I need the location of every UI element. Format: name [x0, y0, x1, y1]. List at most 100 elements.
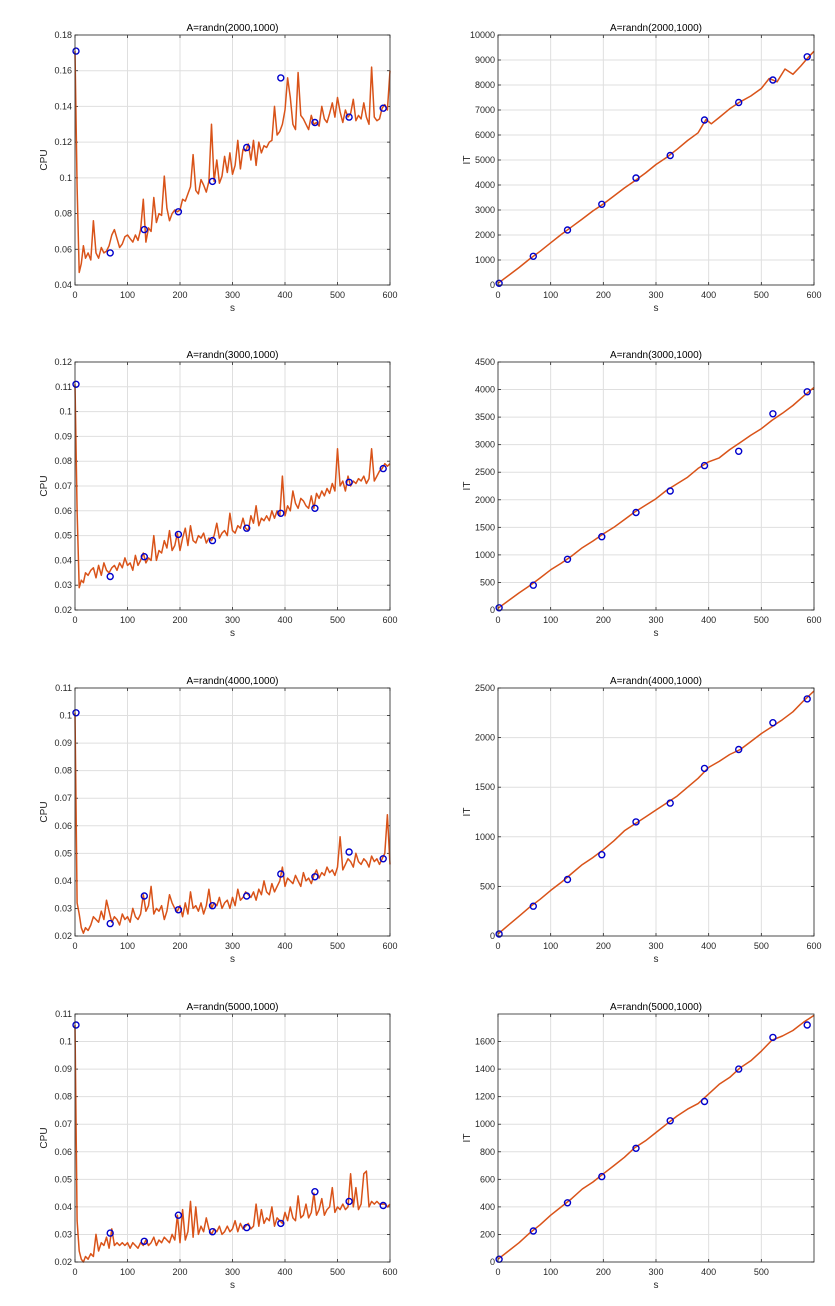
- subplot: 0 100 200 300 400 500 600 0.04 0.06 0.08 0.1 0.12 0.…: [39, 23, 398, 314]
- data-point-marker: [277, 74, 285, 82]
- x-tick-label: 300: [648, 290, 663, 300]
- data-point-marker: [735, 447, 743, 455]
- data-point-marker: [632, 508, 640, 517]
- y-tick-label: 1000: [475, 550, 495, 560]
- x-tick-label: 200: [596, 1267, 611, 1277]
- data-point-marker: [803, 695, 811, 703]
- y-tick-label: 0.1: [59, 173, 72, 183]
- data-point-marker: [735, 745, 743, 754]
- y-tick-label: 0.08: [54, 456, 72, 466]
- y-tick-label: 10000: [470, 30, 495, 40]
- data-point-marker: [345, 848, 353, 856]
- y-tick-label: 0.07: [54, 793, 72, 803]
- x-tick-label: 300: [225, 290, 240, 300]
- chart-title: A=randn(2000,1000): [610, 23, 702, 34]
- data-point-marker: [563, 555, 572, 563]
- x-tick-label: 100: [120, 290, 135, 300]
- y-axis-label: IT: [462, 808, 473, 817]
- y-tick-label: 0: [490, 280, 495, 290]
- x-tick-label: 300: [648, 615, 663, 625]
- data-point-marker: [208, 1227, 217, 1236]
- data-point-marker: [72, 47, 80, 55]
- x-axis-label: s: [230, 628, 235, 639]
- data-point-marker: [598, 1172, 606, 1181]
- chart-title: A=randn(5000,1000): [186, 1002, 278, 1013]
- y-tick-label: 1600: [475, 1037, 495, 1047]
- data-point-marker: [277, 870, 285, 878]
- subplot: 0 100 200 300 400 500 600 0 500 1000 1500 2000 2500 3…: [462, 350, 822, 639]
- x-axis-label: s: [230, 1280, 235, 1291]
- y-tick-label: 0.09: [54, 1064, 72, 1074]
- subplot: 0 100 200 300 400 500 0 200 400 600 800 1000 1200 140…: [462, 1002, 815, 1291]
- x-tick-label: 100: [120, 941, 135, 951]
- x-tick-label: 100: [120, 615, 135, 625]
- axes-frame: [74, 1013, 391, 1263]
- x-tick-label: 400: [701, 615, 716, 625]
- y-tick-label: 8000: [475, 80, 495, 90]
- data-point-marker: [495, 279, 503, 287]
- y-tick-label: 0.14: [54, 101, 72, 111]
- data-point-marker: [140, 553, 149, 561]
- x-tick-label: 600: [806, 615, 821, 625]
- axes-frame: [74, 687, 391, 937]
- data-point-marker: [666, 1117, 674, 1125]
- y-tick-label: 0.06: [54, 1147, 72, 1157]
- y-tick-label: 0: [490, 931, 495, 941]
- x-tick-label: 400: [277, 941, 292, 951]
- y-tick-label: 1500: [475, 782, 495, 792]
- y-tick-label: 2000: [475, 733, 495, 743]
- y-axis-label: CPU: [39, 1127, 50, 1148]
- data-point-marker: [598, 533, 606, 541]
- y-tick-label: 0.11: [55, 683, 72, 693]
- data-point-marker: [700, 116, 709, 124]
- x-tick-label: 300: [648, 1267, 663, 1277]
- data-point-marker: [529, 1227, 537, 1235]
- data-point-marker: [72, 709, 80, 717]
- y-tick-label: 0.03: [54, 903, 72, 913]
- x-tick-label: 200: [172, 941, 187, 951]
- y-tick-label: 0.06: [54, 244, 72, 254]
- subplot: 0 100 200 300 400 500 600 0.02 0.03 0.04 0.05 0.06 0…: [39, 1002, 398, 1291]
- x-tick-label: 0: [72, 1267, 77, 1277]
- data-point-marker: [242, 524, 251, 532]
- y-tick-label: 1400: [475, 1064, 495, 1074]
- x-tick-label: 500: [330, 1267, 345, 1277]
- data-point-marker: [495, 930, 503, 938]
- data-point-marker: [700, 461, 709, 470]
- y-tick-label: 0.12: [54, 357, 72, 367]
- chart-title: A=randn(4000,1000): [610, 676, 702, 687]
- x-tick-label: 500: [754, 1267, 769, 1277]
- x-tick-label: 200: [172, 290, 187, 300]
- y-tick-label: 800: [480, 1147, 495, 1157]
- y-tick-label: 0.06: [54, 506, 72, 516]
- y-axis-label: CPU: [39, 475, 50, 496]
- x-axis-label: s: [654, 303, 659, 314]
- y-axis-label: IT: [462, 482, 473, 491]
- data-point-marker: [769, 410, 777, 418]
- data-point-marker: [106, 919, 114, 928]
- series-line: [497, 1014, 815, 1260]
- data-point-marker: [379, 104, 387, 112]
- y-tick-label: 0.05: [54, 1174, 72, 1184]
- axes-frame: [497, 34, 815, 286]
- y-tick-label: 0.03: [54, 1229, 72, 1239]
- series-line: [497, 690, 815, 935]
- data-point-marker: [242, 892, 251, 900]
- series-line: [497, 386, 815, 609]
- y-tick-label: 3000: [475, 440, 495, 450]
- data-point-marker: [666, 799, 674, 807]
- x-tick-label: 100: [543, 1267, 558, 1277]
- x-tick-label: 600: [382, 615, 397, 625]
- y-axis-label: IT: [462, 156, 473, 165]
- series-line: [74, 51, 391, 274]
- y-tick-label: 0.04: [54, 1202, 72, 1212]
- data-point-marker: [311, 1187, 319, 1196]
- x-tick-label: 200: [596, 941, 611, 951]
- x-tick-label: 100: [543, 941, 558, 951]
- x-tick-label: 500: [754, 290, 769, 300]
- series-line: [74, 1024, 391, 1263]
- y-tick-label: 0.16: [54, 66, 72, 76]
- y-tick-label: 0.04: [54, 280, 72, 290]
- data-point-marker: [803, 388, 811, 396]
